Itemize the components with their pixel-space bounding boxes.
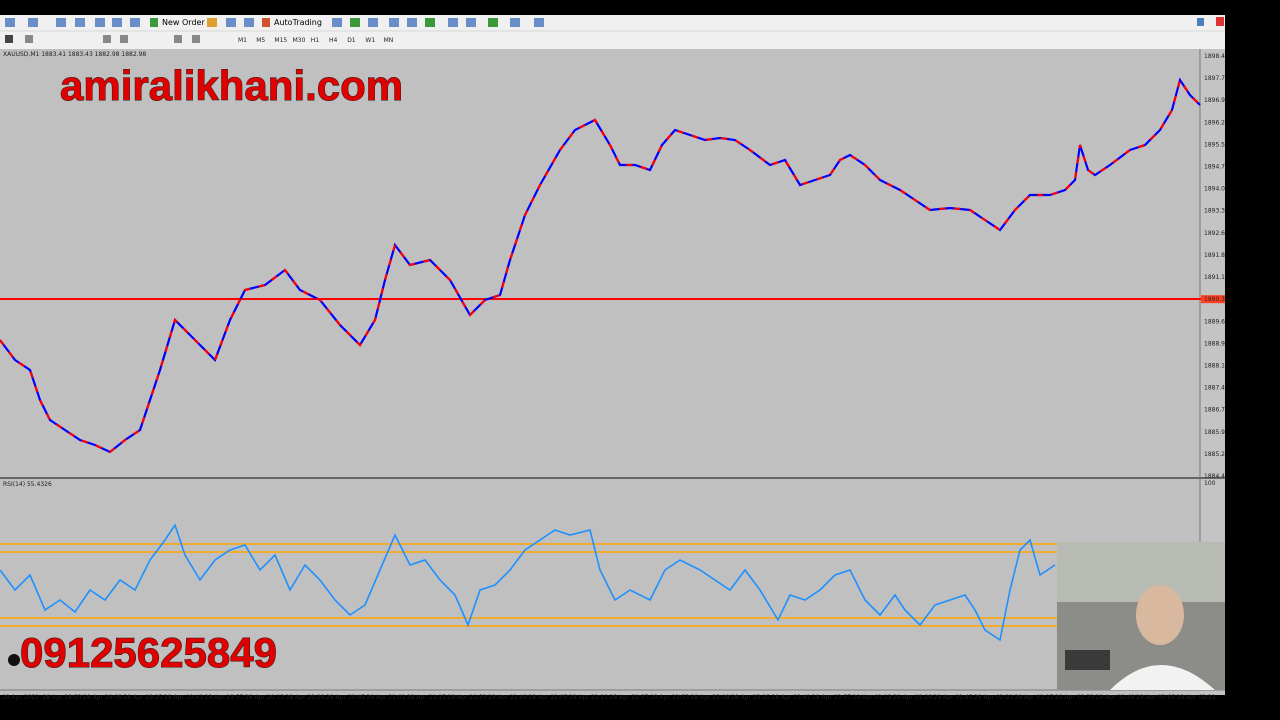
time-label: 28 Apr 22:37: [610, 694, 649, 701]
time-label: 28 Apr 23:57: [812, 694, 851, 701]
price-label: 1888.15: [1204, 362, 1229, 369]
time-label: 29 Apr 01:13: [853, 694, 892, 701]
price-label: 1891.10: [1204, 274, 1229, 281]
time-label: 28 Apr 21:17: [407, 694, 446, 701]
time-label: 29 Apr 02:33: [1055, 694, 1094, 701]
time-label: 28 Apr 19:57: [205, 694, 244, 701]
price-label: 1896.95: [1204, 97, 1229, 104]
time-label: 29 Apr 03:05: [1136, 694, 1175, 701]
phone-icon: [8, 654, 20, 666]
timeframe-button[interactable]: M5: [256, 37, 265, 44]
price-label: 1896.20: [1204, 119, 1229, 126]
webcam-wall: [1057, 542, 1225, 602]
autotrading-icon: [262, 18, 270, 27]
rsi-line: [0, 523, 1056, 642]
webcam-person-head: [1136, 585, 1184, 645]
timeframe-button[interactable]: M15: [274, 37, 287, 44]
toolbar-icons: [5, 17, 1224, 43]
time-label: 28 Apr 20:29: [286, 694, 325, 701]
price-label: 1897.70: [1204, 75, 1229, 82]
new-order-button[interactable]: New Order: [162, 18, 205, 27]
time-label: 28 Apr 21:01: [367, 694, 406, 701]
indicator-max: 100: [1204, 480, 1216, 487]
rsi-levels: [0, 543, 1225, 627]
price-label: 1891.85: [1204, 252, 1229, 259]
timeframe-button[interactable]: M30: [293, 37, 306, 44]
price-label: 1892.60: [1204, 230, 1229, 237]
price-label: 1895.50: [1204, 141, 1229, 148]
price-label: 1890.35: [1204, 296, 1229, 303]
time-label: 28 Apr 21:49: [488, 694, 527, 701]
time-label: 28 Apr 19:25: [124, 694, 163, 701]
time-label: 28 Apr 18:53: [43, 694, 82, 701]
timeframe-button[interactable]: M1: [238, 37, 247, 44]
timeframe-button[interactable]: D1: [347, 37, 356, 44]
time-label: 28 Apr 19:09: [83, 694, 122, 701]
price-label: 1889.65: [1204, 318, 1229, 325]
price-label: 1886.70: [1204, 407, 1229, 414]
price-label: 1888.90: [1204, 340, 1229, 347]
indicator-info: RSI(14) 55.4326: [3, 481, 52, 488]
time-label: 29 Apr 02:49: [1096, 694, 1135, 701]
time-label: 28 Apr 22:21: [569, 694, 608, 701]
price-label: 1893.35: [1204, 208, 1229, 215]
time-label: 28 Apr 20:45: [326, 694, 365, 701]
phone-watermark: 09125625849: [20, 629, 277, 676]
time-label: 29 Apr 03:21: [1177, 694, 1216, 701]
time-label: 29 Apr 02:01: [974, 694, 1013, 701]
new-order-icon: [150, 18, 158, 27]
time-label: 28 Apr 23:09: [691, 694, 730, 701]
timeframe-button[interactable]: W1: [365, 37, 375, 44]
price-label: 1894.75: [1204, 164, 1229, 171]
timeframe-button[interactable]: H1: [311, 37, 320, 44]
time-label: 28 Apr 22:53: [650, 694, 689, 701]
price-label: 1887.40: [1204, 385, 1229, 392]
timeframe-button[interactable]: H4: [329, 37, 338, 44]
symbol-info: XAUUSD,M1 1883.41 1883.43 1882.98 1882.9…: [3, 51, 146, 58]
webcam-desk-item: [1065, 650, 1110, 670]
price-label: 1894.05: [1204, 186, 1229, 193]
price-label: 1898.45: [1204, 53, 1229, 60]
webcam-person-body: [1110, 665, 1215, 690]
price-label: 1885.95: [1204, 429, 1229, 436]
time-label: 29 Apr 01:45: [934, 694, 973, 701]
timeframe-button[interactable]: MN: [384, 37, 394, 44]
time-label: 28 Apr 19:41: [164, 694, 203, 701]
time-label: 28 Apr 21:33: [448, 694, 487, 701]
website-watermark: amiralikhani.com: [60, 62, 403, 109]
time-label: 28 Apr 2022: [2, 694, 39, 701]
time-label: 28 Apr 20:13: [245, 694, 284, 701]
time-label: 29 Apr 02:17: [1015, 694, 1054, 701]
time-label: 28 Apr 23:25: [731, 694, 770, 701]
autotrading-button[interactable]: AutoTrading: [274, 18, 322, 27]
current-price-marker: [1201, 295, 1225, 304]
price-candles-down: [0, 77, 1201, 454]
price-label: 1885.20: [1204, 451, 1229, 458]
time-label: 29 Apr 01:29: [893, 694, 932, 701]
time-label: 28 Apr 22:05: [529, 694, 568, 701]
chart-window: [0, 49, 1225, 695]
time-label: 28 Apr 23:41: [772, 694, 811, 701]
toolbar: [0, 15, 1225, 49]
price-label: 1884.45: [1204, 473, 1229, 480]
right-border: [1225, 15, 1280, 720]
